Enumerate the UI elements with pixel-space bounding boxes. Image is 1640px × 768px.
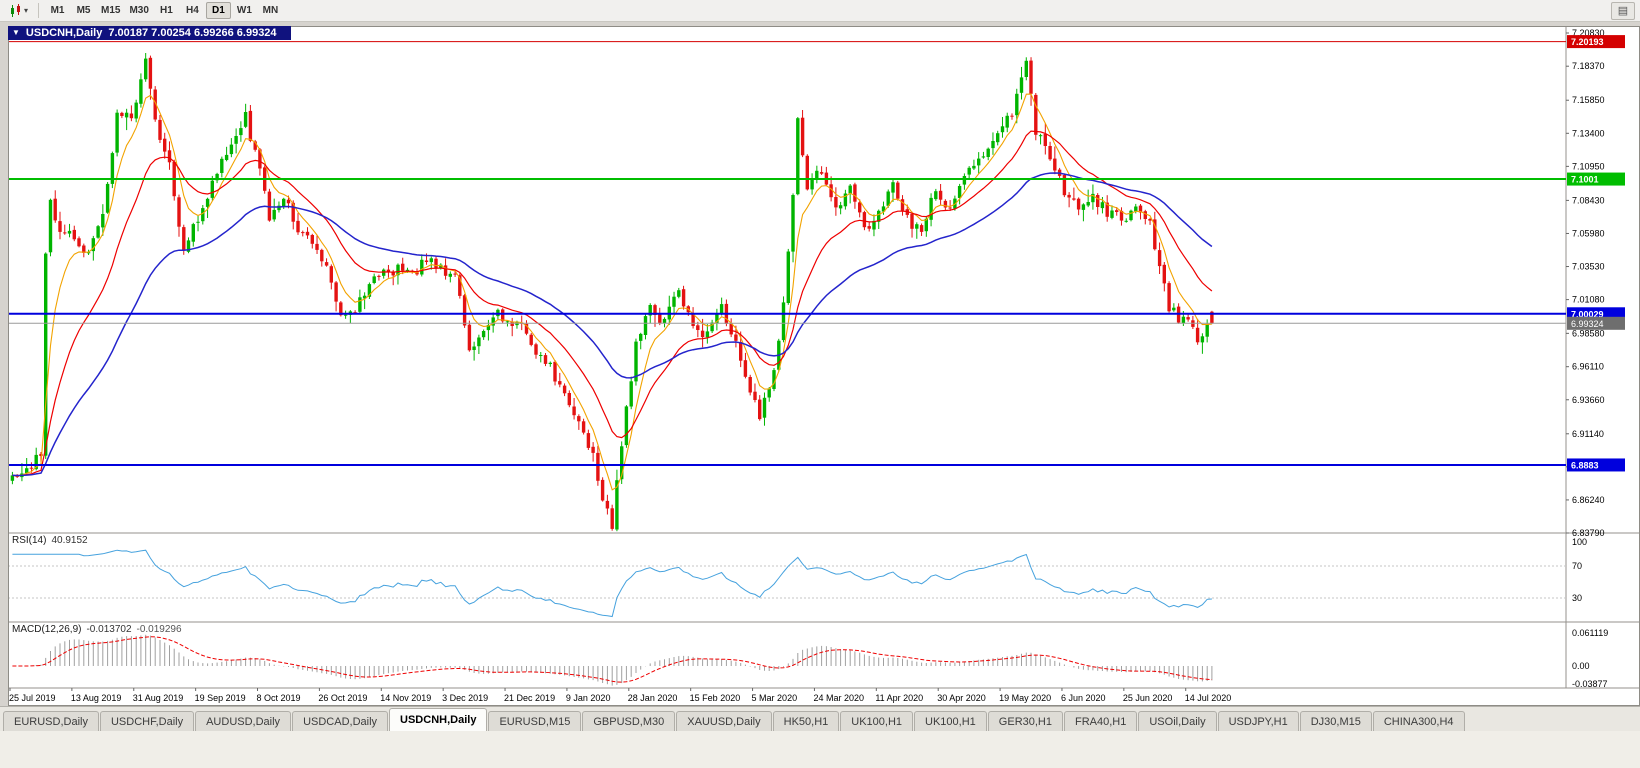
toolbar-overflow-button[interactable]: ▤ bbox=[1611, 1, 1635, 20]
svg-text:6.8883: 6.8883 bbox=[1571, 460, 1599, 470]
svg-text:-0.03877: -0.03877 bbox=[1572, 679, 1608, 689]
chart-tab-uk100-h1[interactable]: UK100,H1 bbox=[840, 711, 914, 731]
svg-text:7.20830: 7.20830 bbox=[1572, 28, 1605, 38]
macd-main-value: -0.013702 bbox=[86, 624, 132, 635]
chart-tab-eurusd-m15[interactable]: EURUSD,M15 bbox=[488, 711, 582, 731]
svg-text:26 Oct 2019: 26 Oct 2019 bbox=[318, 693, 367, 703]
svg-text:6 Jun 2020: 6 Jun 2020 bbox=[1061, 693, 1106, 703]
svg-text:25 Jun 2020: 25 Jun 2020 bbox=[1123, 693, 1173, 703]
timeframe-button-h1[interactable]: H1 bbox=[160, 5, 173, 16]
timeframe-button-m1[interactable]: M1 bbox=[50, 5, 65, 16]
macd-name: MACD(12,26,9) bbox=[12, 624, 82, 635]
timeframe-button-w1[interactable]: W1 bbox=[236, 5, 252, 16]
svg-text:7.13400: 7.13400 bbox=[1572, 128, 1605, 138]
svg-text:6.86240: 6.86240 bbox=[1572, 495, 1605, 505]
svg-text:5 Mar 2020: 5 Mar 2020 bbox=[752, 693, 798, 703]
macd-indicator-label: MACD(12,26,9) -0.013702 -0.019296 bbox=[12, 624, 182, 635]
svg-text:100: 100 bbox=[1572, 537, 1587, 547]
svg-text:30 Apr 2020: 30 Apr 2020 bbox=[937, 693, 986, 703]
chart-tabs-bar: EURUSD,Daily USDCHF,Daily AUDUSD,Daily USDC… bbox=[0, 706, 1640, 731]
rsi-name: RSI(14) bbox=[12, 535, 47, 546]
rsi-value: 40.9152 bbox=[51, 535, 88, 546]
chart-tab-usdcnh-daily[interactable]: USDCNH,Daily bbox=[389, 708, 488, 731]
svg-text:9 Jan 2020: 9 Jan 2020 bbox=[566, 693, 611, 703]
svg-text:6.96110: 6.96110 bbox=[1572, 362, 1604, 372]
chart-tab-china300-h4[interactable]: CHINA300,H4 bbox=[1372, 711, 1465, 731]
chart-menu-icon: ▼ bbox=[12, 27, 20, 37]
svg-text:8 Oct 2019: 8 Oct 2019 bbox=[257, 693, 301, 703]
svg-text:25 Jul 2019: 25 Jul 2019 bbox=[9, 693, 56, 703]
timeframe-button-d1[interactable]: D1 bbox=[205, 2, 231, 19]
svg-text:6.91140: 6.91140 bbox=[1572, 429, 1604, 439]
chart-type-dropdown-icon: ▾ bbox=[24, 6, 29, 15]
toolbar-separator bbox=[38, 3, 40, 18]
svg-text:15 Feb 2020: 15 Feb 2020 bbox=[690, 693, 741, 703]
candlestick-chart-icon bbox=[11, 3, 20, 17]
svg-text:30: 30 bbox=[1572, 593, 1582, 603]
svg-text:7.20193: 7.20193 bbox=[1571, 37, 1604, 47]
chart-tab-eurusd-daily[interactable]: EURUSD,Daily bbox=[3, 711, 99, 731]
price-chart-canvas[interactable]: 7.20830 7.18370 7.15850 7.13400 7.10950 7.084… bbox=[8, 26, 1640, 706]
chart-tab-uk100-h1[interactable]: UK100,H1 bbox=[914, 711, 987, 731]
timeframe-button-h4[interactable]: H4 bbox=[186, 5, 199, 16]
svg-text:0.061119: 0.061119 bbox=[1572, 628, 1608, 638]
chart-type-button[interactable]: ▾ bbox=[5, 2, 32, 20]
chart-tab-dj30-m15[interactable]: DJ30,M15 bbox=[1299, 711, 1372, 731]
svg-text:24 Mar 2020: 24 Mar 2020 bbox=[813, 693, 864, 703]
svg-text:6.83790: 6.83790 bbox=[1572, 528, 1605, 538]
svg-text:11 Apr 2020: 11 Apr 2020 bbox=[875, 693, 923, 703]
chart-tab-usdjpy-h1[interactable]: USDJPY,H1 bbox=[1217, 711, 1299, 731]
svg-text:7.01080: 7.01080 bbox=[1572, 295, 1605, 305]
svg-text:31 Aug 2019: 31 Aug 2019 bbox=[133, 693, 184, 703]
chart-tab-hk50-h1[interactable]: HK50,H1 bbox=[772, 711, 840, 731]
chart-tab-usdchf-daily[interactable]: USDCHF,Daily bbox=[99, 711, 195, 731]
chart-ohlc-values: 7.00187 7.00254 6.99266 6.99324 bbox=[108, 26, 277, 39]
svg-text:7.18370: 7.18370 bbox=[1572, 61, 1605, 71]
rsi-indicator-label: RSI(14) 40.9152 bbox=[12, 535, 88, 546]
svg-text:7.10950: 7.10950 bbox=[1572, 161, 1605, 171]
svg-text:21 Dec 2019: 21 Dec 2019 bbox=[504, 693, 555, 703]
svg-text:6.93660: 6.93660 bbox=[1572, 395, 1605, 405]
timeframe-button-mn[interactable]: MN bbox=[262, 5, 279, 16]
chart-tab-usdcad-daily[interactable]: USDCAD,Daily bbox=[292, 711, 389, 731]
svg-text:70: 70 bbox=[1572, 561, 1582, 571]
svg-text:7.1001: 7.1001 bbox=[1571, 175, 1599, 185]
svg-text:13 Aug 2019: 13 Aug 2019 bbox=[71, 693, 122, 703]
svg-text:3 Dec 2019: 3 Dec 2019 bbox=[442, 693, 488, 703]
svg-text:14 Nov 2019: 14 Nov 2019 bbox=[380, 693, 431, 703]
svg-text:14 Jul 2020: 14 Jul 2020 bbox=[1185, 693, 1232, 703]
svg-text:19 Sep 2019: 19 Sep 2019 bbox=[195, 693, 246, 703]
svg-text:7.03530: 7.03530 bbox=[1572, 262, 1605, 272]
chart-tab-usoil-daily[interactable]: USOil,Daily bbox=[1138, 711, 1217, 731]
chart-tab-fra40-h1[interactable]: FRA40,H1 bbox=[1064, 711, 1138, 731]
svg-text:6.98580: 6.98580 bbox=[1572, 328, 1605, 338]
svg-text:7.05980: 7.05980 bbox=[1572, 228, 1605, 238]
svg-text:28 Jan 2020: 28 Jan 2020 bbox=[628, 693, 678, 703]
bottom-strip bbox=[0, 731, 1640, 768]
svg-text:7.08430: 7.08430 bbox=[1572, 195, 1605, 205]
timeframe-button-m15[interactable]: M15 bbox=[101, 5, 121, 16]
top-toolbar: ▾ M1 M5 M15 M30 H1 H4 D1 W1 MN ▤ bbox=[0, 0, 1640, 22]
timeframe-button-m30[interactable]: M30 bbox=[129, 5, 149, 16]
toolbar-right-group: ▤ bbox=[1611, 1, 1635, 20]
chart-symbol-label: USDCNH,Daily bbox=[25, 26, 103, 39]
chart-tab-audusd-daily[interactable]: AUDUSD,Daily bbox=[195, 711, 292, 731]
macd-signal-value: -0.019296 bbox=[136, 624, 182, 635]
svg-text:0.00: 0.00 bbox=[1572, 661, 1590, 671]
svg-text:6.99324: 6.99324 bbox=[1571, 319, 1604, 329]
timeframe-button-m5[interactable]: M5 bbox=[76, 5, 91, 16]
chart-window: 7.20830 7.18370 7.15850 7.13400 7.10950 7.084… bbox=[8, 26, 1640, 706]
svg-text:7.00029: 7.00029 bbox=[1571, 309, 1604, 319]
chart-tab-ger30-h1[interactable]: GER30,H1 bbox=[987, 711, 1063, 731]
chart-tab-gbpusd-m30[interactable]: GBPUSD,M30 bbox=[582, 711, 676, 731]
timeframe-toolbar: M1 M5 M15 M30 H1 H4 D1 W1 MN bbox=[45, 2, 283, 19]
svg-text:19 May 2020: 19 May 2020 bbox=[999, 693, 1051, 703]
chart-tab-xauusd-daily[interactable]: XAUUSD,Daily bbox=[676, 711, 772, 731]
chart-title-bar[interactable]: ▼ USDCNH,Daily 7.00187 7.00254 6.99266 6… bbox=[8, 26, 291, 40]
svg-text:7.15850: 7.15850 bbox=[1572, 95, 1605, 105]
